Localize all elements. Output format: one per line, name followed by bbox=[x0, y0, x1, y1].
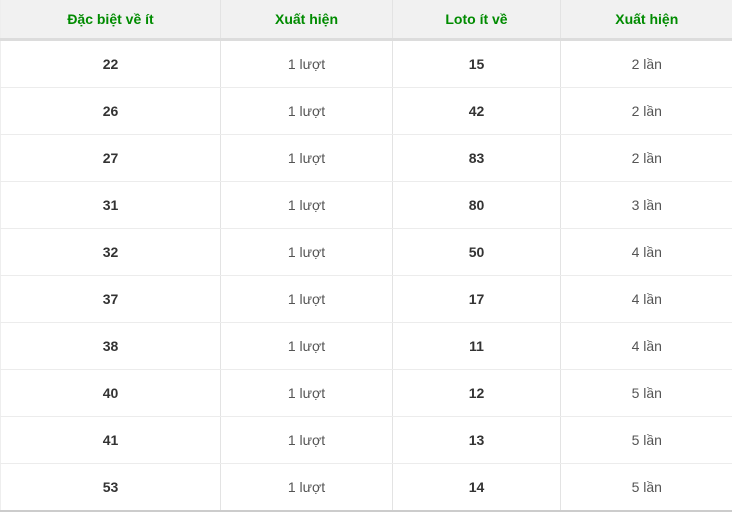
loto-count-cell: 3 lần bbox=[560, 181, 732, 229]
col-header-special-appearance: Xuất hiện bbox=[220, 0, 393, 41]
special-count-cell: 1 lượt bbox=[220, 87, 393, 135]
table-row: 37 1 lượt 17 4 lần bbox=[0, 275, 732, 323]
special-count-cell: 1 lượt bbox=[220, 416, 393, 464]
table-row: 26 1 lượt 42 2 lần bbox=[0, 87, 732, 135]
loto-count-cell: 5 lần bbox=[560, 463, 732, 512]
special-number-cell: 38 bbox=[0, 322, 221, 370]
table-row: 38 1 lượt 11 4 lần bbox=[0, 322, 732, 370]
special-number-cell: 37 bbox=[0, 275, 221, 323]
special-number-cell: 53 bbox=[0, 463, 221, 512]
loto-number-cell: 42 bbox=[392, 87, 561, 135]
special-count-cell: 1 lượt bbox=[220, 181, 393, 229]
loto-count-cell: 4 lần bbox=[560, 228, 732, 276]
special-count-cell: 1 lượt bbox=[220, 322, 393, 370]
special-number-cell: 22 bbox=[0, 39, 221, 88]
table-row: 40 1 lượt 12 5 lần bbox=[0, 369, 732, 417]
loto-number-cell: 17 bbox=[392, 275, 561, 323]
loto-number-cell: 15 bbox=[392, 39, 561, 88]
loto-count-cell: 2 lần bbox=[560, 134, 732, 182]
table-row: 27 1 lượt 83 2 lần bbox=[0, 134, 732, 182]
loto-number-cell: 50 bbox=[392, 228, 561, 276]
table-row: 41 1 lượt 13 5 lần bbox=[0, 416, 732, 464]
special-count-cell: 1 lượt bbox=[220, 39, 393, 88]
special-count-cell: 1 lượt bbox=[220, 463, 393, 512]
loto-number-cell: 83 bbox=[392, 134, 561, 182]
loto-count-cell: 2 lần bbox=[560, 39, 732, 88]
loto-count-cell: 4 lần bbox=[560, 275, 732, 323]
special-number-cell: 32 bbox=[0, 228, 221, 276]
loto-count-cell: 5 lần bbox=[560, 416, 732, 464]
special-number-cell: 41 bbox=[0, 416, 221, 464]
table-header-row: Đặc biệt về ít Xuất hiện Loto ít về Xuất… bbox=[0, 0, 732, 41]
special-count-cell: 1 lượt bbox=[220, 134, 393, 182]
table-row: 31 1 lượt 80 3 lần bbox=[0, 181, 732, 229]
loto-count-cell: 4 lần bbox=[560, 322, 732, 370]
loto-number-cell: 80 bbox=[392, 181, 561, 229]
special-count-cell: 1 lượt bbox=[220, 275, 393, 323]
col-header-loto-appearance: Xuất hiện bbox=[560, 0, 732, 41]
special-count-cell: 1 lượt bbox=[220, 228, 393, 276]
loto-number-cell: 11 bbox=[392, 322, 561, 370]
loto-number-cell: 14 bbox=[392, 463, 561, 512]
col-header-special-rare: Đặc biệt về ít bbox=[0, 0, 221, 41]
loto-count-cell: 5 lần bbox=[560, 369, 732, 417]
table-row: 53 1 lượt 14 5 lần bbox=[0, 463, 732, 512]
special-count-cell: 1 lượt bbox=[220, 369, 393, 417]
special-number-cell: 27 bbox=[0, 134, 221, 182]
loto-count-cell: 2 lần bbox=[560, 87, 732, 135]
col-header-loto-rare: Loto ít về bbox=[392, 0, 561, 41]
loto-number-cell: 13 bbox=[392, 416, 561, 464]
table-row: 22 1 lượt 15 2 lần bbox=[0, 39, 732, 88]
table-row: 32 1 lượt 50 4 lần bbox=[0, 228, 732, 276]
special-number-cell: 31 bbox=[0, 181, 221, 229]
loto-number-cell: 12 bbox=[392, 369, 561, 417]
special-number-cell: 40 bbox=[0, 369, 221, 417]
special-number-cell: 26 bbox=[0, 87, 221, 135]
